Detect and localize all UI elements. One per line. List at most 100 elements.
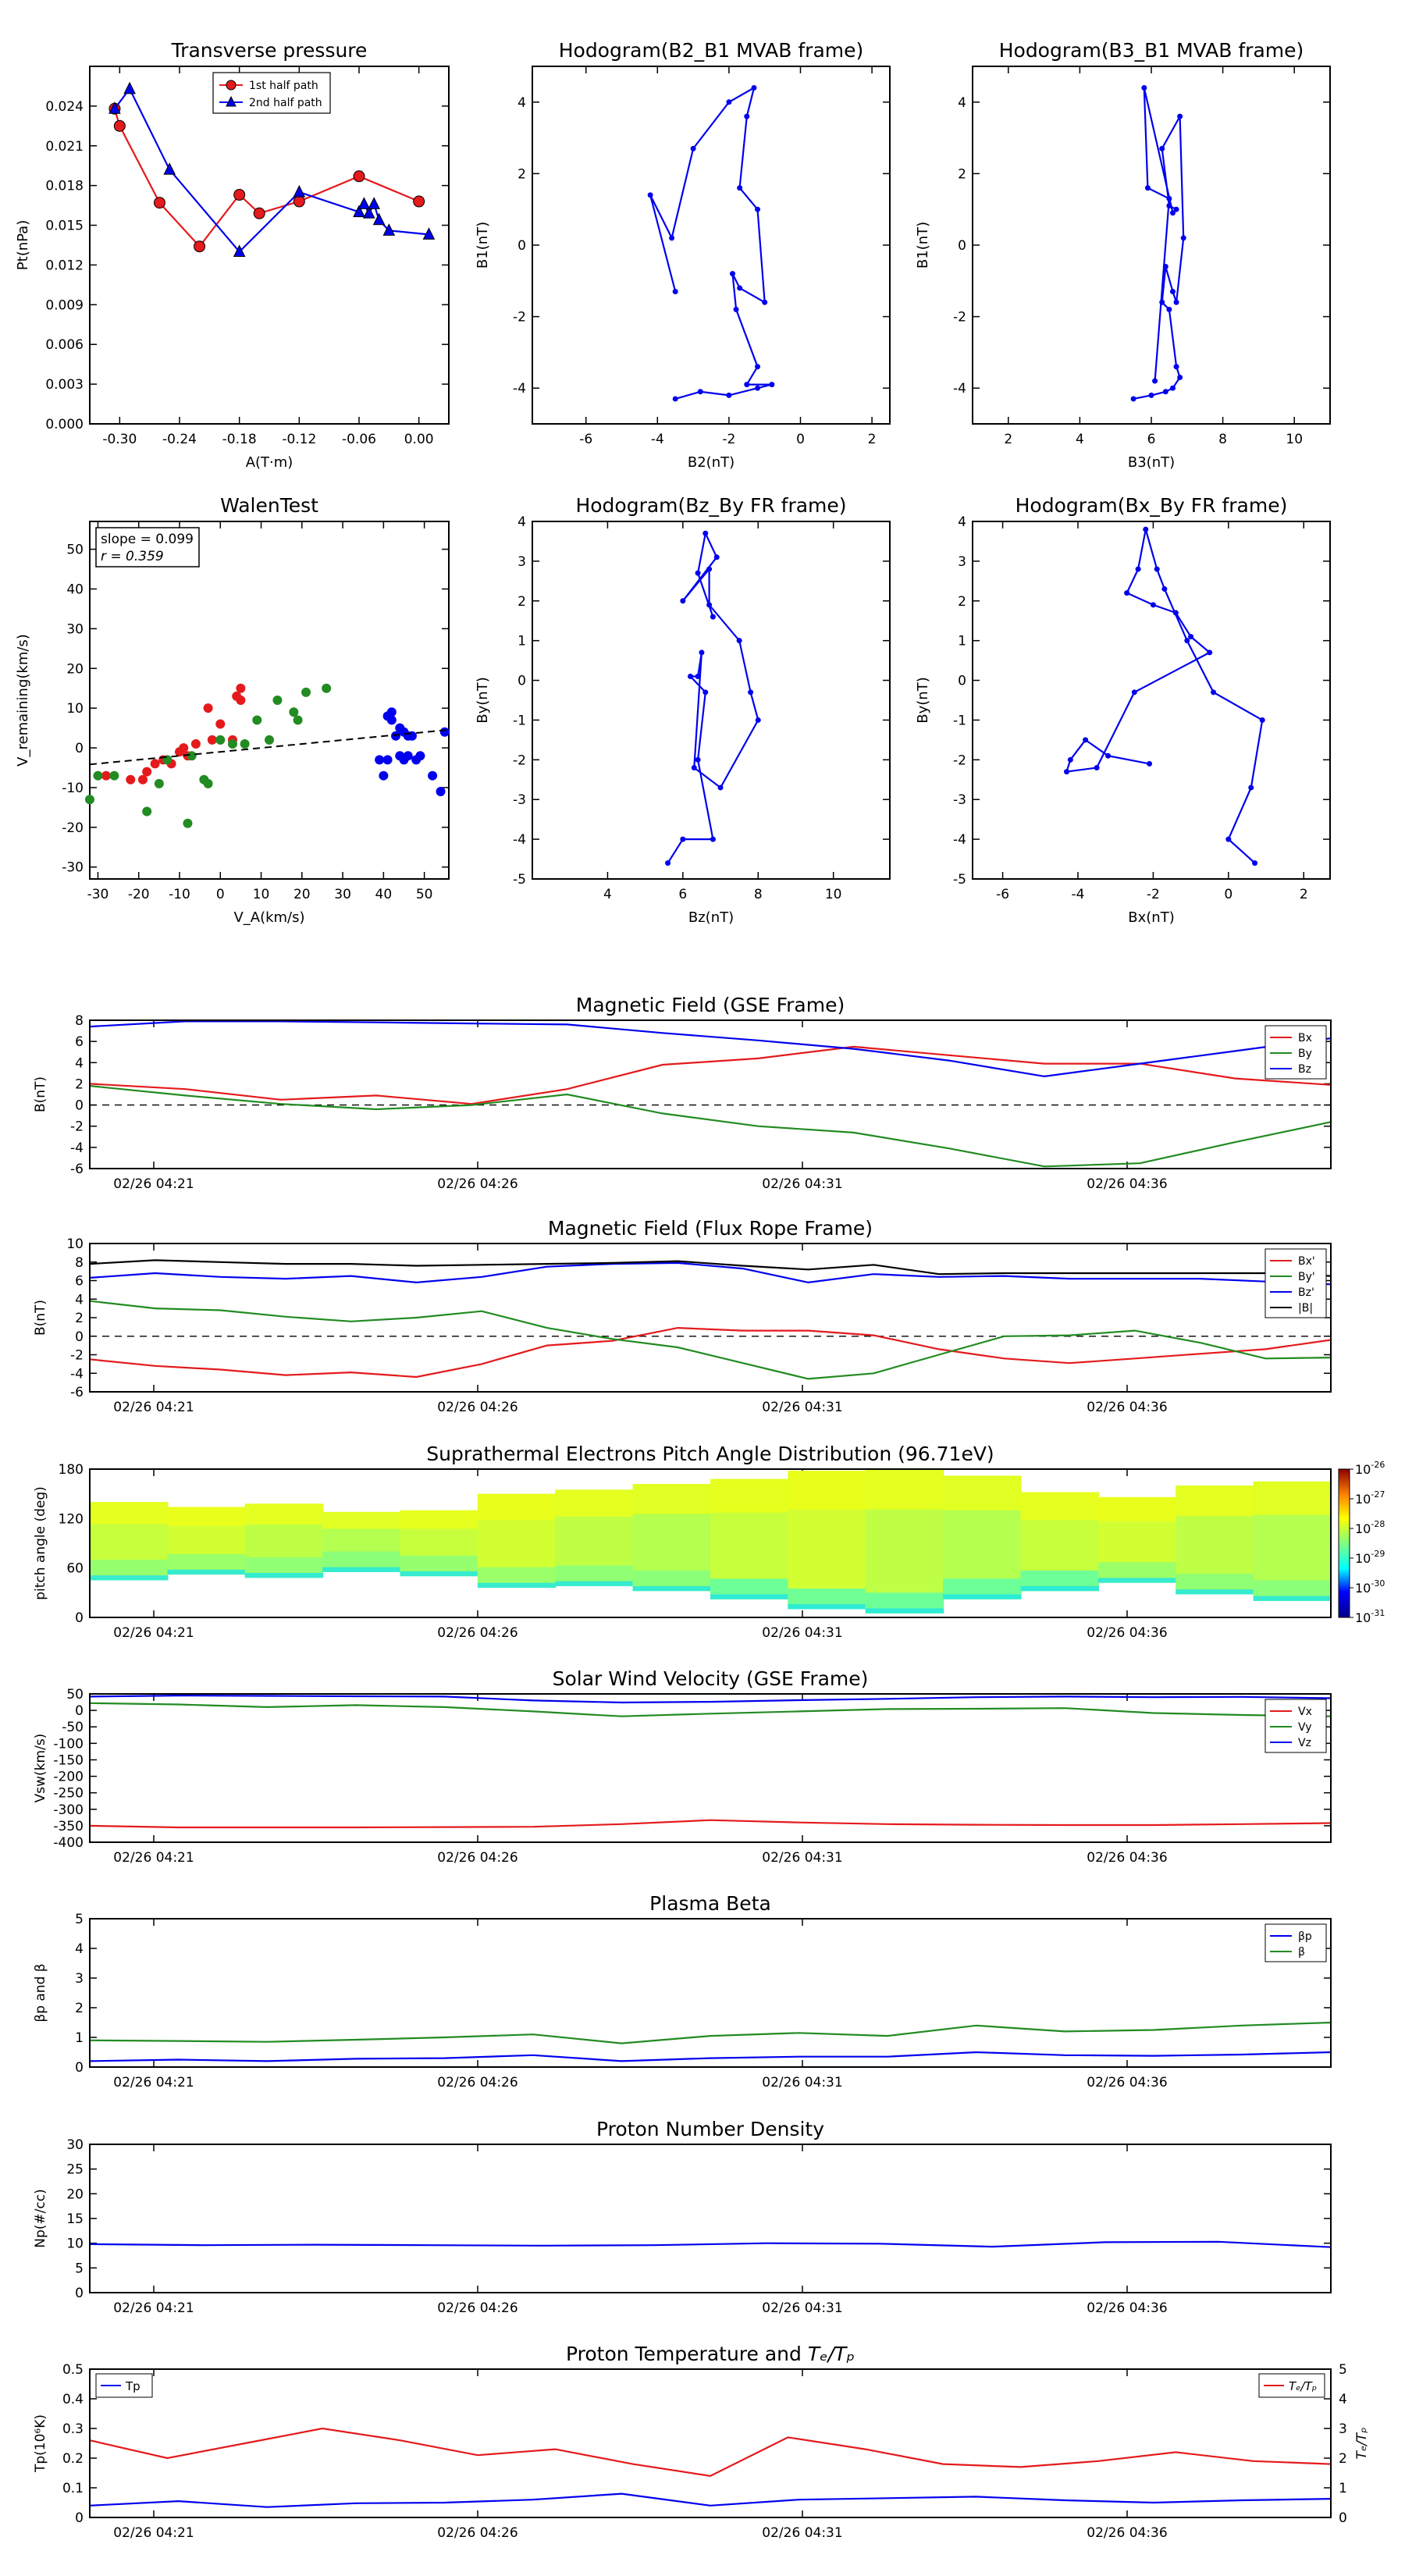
annotation-r: r = 0.359 — [101, 549, 164, 564]
x-tick-label: -0.12 — [282, 432, 316, 447]
y-tick-label: 0 — [75, 741, 84, 756]
y-tick-label: -4 — [953, 832, 966, 848]
y2-tick-label: 5 — [1339, 2362, 1347, 2378]
data-point — [1259, 717, 1265, 723]
y-axis-label: B1(nT) — [475, 222, 491, 269]
data-point — [1064, 769, 1070, 775]
data-point — [199, 774, 209, 785]
series-line — [89, 1261, 1332, 1286]
legend-marker — [226, 95, 237, 107]
fit-annotation: slope = 0.099 r = 0.359 — [95, 527, 200, 568]
y-tick-label: 2 — [958, 166, 966, 182]
data-point — [108, 101, 121, 114]
y-axis-label: B1(nT) — [915, 222, 931, 269]
x-tick-label: 2 — [868, 432, 877, 447]
y-tick-label: 0 — [518, 238, 526, 254]
x-tick-label: -0.30 — [102, 432, 137, 447]
y-tick-label: 0 — [75, 2060, 84, 2076]
data-point — [717, 785, 724, 791]
x-tick-label: 10 — [1286, 432, 1303, 447]
legend: Vx Vy Vz — [1264, 1699, 1327, 1753]
heatmap-cell — [632, 1585, 711, 1592]
colorbar: 10-31 10-30 10-29 10-28 10-27 10-26 — [1338, 1460, 1385, 1625]
series-line — [89, 1326, 1332, 1379]
y-tick-label: 0.3 — [62, 2421, 84, 2437]
y-tick-label: -2 — [70, 1348, 84, 1364]
data-point — [1207, 649, 1213, 656]
y-tick-label: -4 — [70, 1140, 84, 1156]
data-point — [1225, 836, 1232, 842]
y-tick-label: 40 — [66, 582, 84, 598]
x-axis-label: B2(nT) — [688, 454, 735, 471]
y-tick-label: 0.015 — [45, 219, 84, 234]
annotation-box — [95, 527, 200, 568]
y-tick-label: -1 — [513, 713, 526, 728]
x-tick-label: 10 — [253, 887, 270, 902]
series-line — [89, 2240, 1332, 2248]
series-line — [89, 1819, 1332, 1829]
y-tick-label: 5 — [75, 2261, 84, 2276]
y-tick-label: 0.1 — [62, 2481, 84, 2496]
data-point — [755, 206, 761, 212]
data-point — [362, 206, 375, 219]
heatmap-cell — [1020, 1585, 1099, 1592]
legend: Bx' By' Bz' |B| — [1264, 1248, 1327, 1318]
data-point — [737, 285, 743, 291]
data-point — [1135, 566, 1141, 572]
y-tick-label: -300 — [53, 1802, 84, 1818]
y-tick-label: 10 — [66, 2236, 84, 2252]
panel-beta: Plasma Beta 02/26 04:21 02/26 04:26 02/26 0… — [33, 1892, 1332, 2090]
x-tick-label: -0.18 — [222, 432, 257, 447]
legend-left: Tp — [95, 2373, 153, 2398]
heatmap-cell — [400, 1571, 478, 1577]
y-tick-label: -250 — [53, 1786, 84, 1802]
annotation-slope: slope = 0.099 — [101, 532, 194, 547]
y-tick-label: 0.003 — [45, 377, 84, 393]
data-point — [375, 755, 385, 765]
colorbar-tick-exp: -31 — [1371, 1608, 1385, 1618]
y-axis-label: By(nT) — [915, 677, 931, 723]
data-point — [379, 770, 389, 781]
heatmap-cell — [477, 1582, 557, 1588]
x-tick-label: 20 — [293, 887, 311, 902]
data-point — [744, 382, 750, 388]
data-point — [142, 806, 152, 817]
y-tick-label: 0 — [75, 1098, 84, 1114]
series-line — [89, 1020, 1332, 1078]
plot-area — [972, 521, 1331, 880]
y-tick-label: 5 — [75, 1912, 84, 1927]
data-point — [150, 759, 160, 769]
data-point — [233, 244, 246, 257]
data-point — [737, 185, 743, 191]
data-point — [736, 638, 742, 644]
panel-pad: Suprathermal Electrons Pitch Angle Distr… — [33, 1443, 1385, 1641]
x-tick-label: 10 — [825, 887, 842, 902]
y-axis-label: Pt(nPa) — [15, 220, 31, 270]
data-point — [207, 735, 217, 745]
data-point — [1159, 145, 1165, 151]
data-point — [729, 271, 735, 277]
colorbar-tick-label: 10-29 — [1355, 1549, 1385, 1566]
x-axis-label: B3(nT) — [1128, 454, 1175, 471]
data-point — [1152, 378, 1158, 384]
heatmap-cell — [710, 1594, 789, 1599]
x-tick-label: 30 — [334, 887, 351, 902]
x-tick-label: 4 — [1076, 432, 1084, 447]
x-axis-label: V_A(km/s) — [233, 909, 304, 926]
data-point — [382, 755, 393, 765]
colorbar-tick-exp: -30 — [1371, 1578, 1385, 1589]
data-point — [272, 696, 283, 705]
heatmap-cell — [400, 1510, 478, 1529]
data-point — [665, 860, 671, 866]
data-point — [672, 396, 678, 402]
x-tick-label: 02/26 04:31 — [762, 1850, 842, 1866]
x-tick-label: -2 — [722, 432, 735, 447]
legend-label: Vx — [1298, 1706, 1312, 1718]
y-tick-label: -3 — [953, 792, 966, 808]
y-tick-label: 0.000 — [45, 417, 84, 432]
heatmap-cell — [477, 1493, 557, 1521]
x-tick-label: 6 — [1147, 432, 1156, 447]
y-tick-label: -2 — [953, 753, 966, 768]
data-point — [690, 145, 696, 151]
data-point — [1154, 566, 1160, 572]
